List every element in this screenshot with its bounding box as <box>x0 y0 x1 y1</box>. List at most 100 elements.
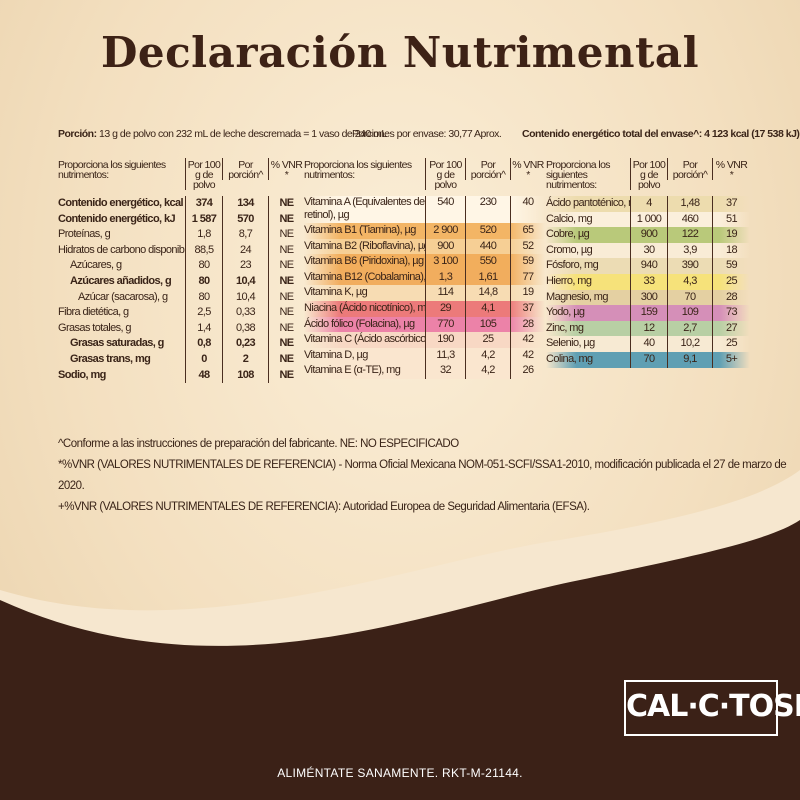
table-row: Vitamina C (Ácido ascórbico), mg 190 25 … <box>304 332 545 348</box>
per-portion-value: 24 <box>222 242 268 259</box>
per-portion-value: 520 <box>465 223 510 239</box>
portion-info: Porción: 13 g de polvo con 232 mL de lec… <box>58 128 387 140</box>
table-header: Proporciona los siguientes nutrimentos: P… <box>546 158 750 196</box>
vnr-value: 59 <box>712 258 750 274</box>
nutrient-name: Azúcares añadidos, g <box>70 274 172 287</box>
table-row: Grasas totales, g 1,4 0,38 NE <box>58 320 304 337</box>
per-portion-value: 2 <box>222 351 268 368</box>
per-100g-value: 900 <box>630 227 667 243</box>
footnotes: ^Conforme a las instrucciones de prepara… <box>58 434 800 518</box>
nutrient-name: Ácido fólico (Folacina), µg <box>304 317 415 330</box>
vnr-value: NE <box>268 305 304 321</box>
nutrient-name: Azúcares, g <box>70 259 122 272</box>
header-vnr: % VNR * <box>712 158 750 180</box>
vnr-value: 18 <box>712 242 750 259</box>
per-100g-value: 33 <box>630 273 667 290</box>
table-row: Contenido energético, kcal 374 134 NE <box>58 196 304 212</box>
per-100g-value: 0,8 <box>185 336 222 352</box>
table-row: Vitamina A (Equivalentes de retinol), µg… <box>304 196 545 223</box>
per-portion-value: 8,7 <box>222 227 268 243</box>
vnr-value: 51 <box>712 211 750 228</box>
vnr-value: 73 <box>712 305 750 321</box>
per-100g-value: 32 <box>425 363 465 379</box>
per-portion-value: 550 <box>465 254 510 270</box>
per-100g-value: 1,4 <box>185 320 222 337</box>
header-perportion: Por porción^ <box>465 158 510 180</box>
table-row: Azúcar (sacarosa), g 80 10,4 NE <box>58 289 304 306</box>
nutrient-name: Vitamina C (Ácido ascórbico), mg <box>304 333 425 346</box>
per-portion-value: 2,7 <box>667 320 712 337</box>
table-row: Vitamina B6 (Piridoxina), µg 3 100 550 5… <box>304 254 545 270</box>
per-portion-value: 1,48 <box>667 196 712 212</box>
table-row: Grasas saturadas, g 0,8 0,23 NE <box>58 336 304 352</box>
header-vnr: % VNR * <box>510 158 545 180</box>
nutrient-name: Vitamina B2 (Riboflavina), µg <box>304 239 425 252</box>
vnr-value: 26 <box>510 363 545 379</box>
nutrient-name: Fósforo, mg <box>546 259 599 272</box>
table-row: Fibra dietética, g 2,5 0,33 NE <box>58 305 304 321</box>
header-per100: Por 100 g de polvo <box>630 158 667 190</box>
per-portion-value: 0,38 <box>222 320 268 337</box>
nutrient-name: Colina, mg <box>546 352 593 365</box>
per-portion-value: 1,61 <box>465 269 510 286</box>
per-100g-value: 940 <box>630 258 667 274</box>
nutrient-name: Selenio, µg <box>546 337 595 350</box>
nutrient-name: Grasas trans, mg <box>70 352 151 365</box>
brand-logo: CAL·C·TOSE <box>624 680 800 736</box>
table-row: Magnesio, mg 300 70 28 <box>546 289 750 306</box>
nutrient-name: Niacina (Ácido nicotínico), mg <box>304 301 425 314</box>
nutrient-name: Azúcar (sacarosa), g <box>78 290 168 303</box>
nutrient-name: Cromo, µg <box>546 243 593 256</box>
per-100g-value: 12 <box>630 320 667 337</box>
table-row: Calcio, mg 1 000 460 51 <box>546 211 750 228</box>
per-portion-value: 105 <box>465 316 510 333</box>
per-100g-value: 48 <box>185 367 222 384</box>
per-portion-value: 4,2 <box>465 363 510 379</box>
table-row: Vitamina D, µg 11,3 4,2 42 <box>304 347 545 364</box>
vnr-value: 59 <box>510 254 545 270</box>
table-row: Ácido pantoténico, mg 4 1,48 37 <box>546 196 750 212</box>
per-100g-value: 40 <box>630 336 667 352</box>
table-row: Selenio, µg 40 10,2 25 <box>546 336 750 352</box>
per-portion-value: 108 <box>222 367 268 384</box>
per-100g-value: 300 <box>630 289 667 306</box>
per-100g-value: 2,5 <box>185 305 222 321</box>
nutrient-table-2: Proporciona los siguientes nutrimentos: P… <box>304 158 545 379</box>
vnr-value: NE <box>268 227 304 243</box>
per-portion-value: 10,4 <box>222 289 268 306</box>
per-portion-value: 10,2 <box>667 336 712 352</box>
vnr-value: 5+ <box>712 351 750 368</box>
vnr-value: NE <box>268 289 304 306</box>
nutrient-name: Vitamina D, µg <box>304 348 368 361</box>
nutrient-name: Grasas saturadas, g <box>70 337 164 350</box>
per-portion-value: 390 <box>667 258 712 274</box>
energy-info: Contenido energético total del envase^: … <box>522 128 800 140</box>
nutrient-name: Cobre, µg <box>546 228 590 241</box>
per-100g-value: 1 000 <box>630 211 667 228</box>
per-100g-value: 3 100 <box>425 254 465 270</box>
per-100g-value: 770 <box>425 316 465 333</box>
per-100g-value: 540 <box>425 196 465 223</box>
table-row: Ácido fólico (Folacina), µg 770 105 28 <box>304 316 545 333</box>
footnote: ^Conforme a las instrucciones de prepara… <box>58 438 459 450</box>
per-portion-value: 4,1 <box>465 300 510 317</box>
nutrient-name: Hierro, mg <box>546 274 592 287</box>
header-nutrients: Proporciona los siguientes nutrimentos: <box>546 159 611 190</box>
vnr-value: 19 <box>712 227 750 243</box>
vnr-value: 37 <box>712 196 750 212</box>
per-portion-value: 4,2 <box>465 347 510 364</box>
nutrient-name: Magnesio, mg <box>546 290 608 303</box>
table-row: Cromo, µg 30 3,9 18 <box>546 242 750 259</box>
nutrient-table-3: Proporciona los siguientes nutrimentos: P… <box>546 158 750 368</box>
per-portion-value: 460 <box>667 211 712 228</box>
vnr-value: 42 <box>510 347 545 364</box>
nutrient-name: Vitamina B6 (Piridoxina), µg <box>304 255 424 268</box>
vnr-value: NE <box>268 242 304 259</box>
vnr-value: 77 <box>510 269 545 286</box>
table-row: Vitamina B12 (Cobalamina), µg 1,3 1,61 7… <box>304 269 545 286</box>
vnr-value: NE <box>268 211 304 228</box>
per-100g-value: 159 <box>630 305 667 321</box>
per-portion-value: 10,4 <box>222 273 268 290</box>
per-portion-value: 109 <box>667 305 712 321</box>
